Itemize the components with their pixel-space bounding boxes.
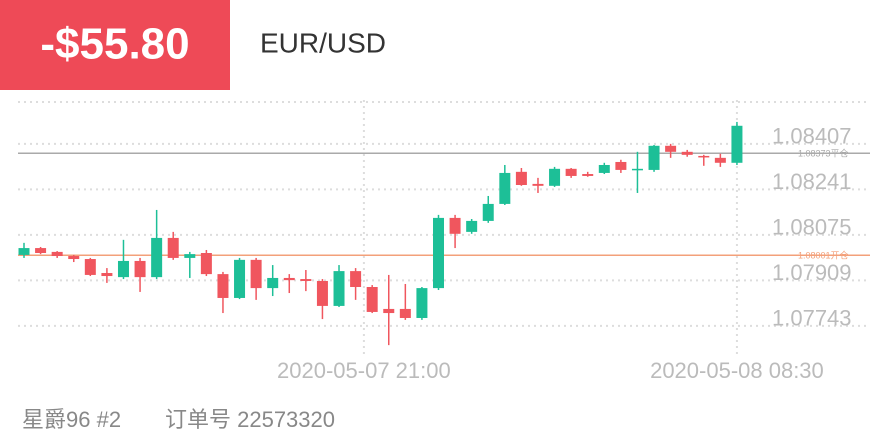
candle-body [383,308,395,314]
candle-body [333,271,345,306]
y-tick-label: 1.08241 [772,169,852,194]
candle-body [416,288,428,318]
candle-body [316,280,328,306]
candle-body [84,259,96,275]
candle-body [582,174,594,176]
candle-body [366,287,378,312]
candle-body [698,155,710,158]
candle-body [731,125,743,163]
candle-body [598,164,610,173]
y-tick-label: 1.07909 [772,260,852,285]
candle-body [35,248,47,253]
candle-body [267,277,279,289]
candle-body [234,259,246,298]
reference-label: 1.08373平仓 [798,148,849,159]
order-number: 订单号 22573320 [165,407,335,432]
candle-body [68,256,80,260]
candle-body [134,260,146,278]
x-tick-label: 2020-05-07 21:00 [277,358,451,383]
candle-body [449,217,461,234]
candle-body [532,183,544,186]
candle-body [117,260,129,278]
candle-body [167,237,179,258]
candle-body [300,279,312,281]
candle-body [433,217,444,289]
y-tick-label: 1.08075 [772,215,852,240]
candle-body [283,277,295,281]
y-tick-label: 1.08407 [772,124,852,149]
candle-body [466,220,478,232]
candle-body [151,237,163,278]
candle-body [549,168,561,186]
candle-body [515,171,527,185]
candle-body [714,157,726,163]
symbol: EUR/USD [260,27,386,58]
candle-body [18,248,30,255]
candle-body [631,168,643,171]
candle-body [217,274,229,298]
candle-body [51,251,63,257]
reference-label: 1.08001开仓 [798,250,849,261]
y-tick-label: 1.07743 [772,306,852,331]
candle-body [565,168,577,176]
candle-body [200,253,212,275]
candle-body [399,308,411,318]
candle-body [499,172,511,204]
candle-body [615,161,627,170]
account: 星爵96 #2 [22,407,121,432]
candle-body [350,271,362,287]
candle-body [648,145,660,170]
candle-body [101,273,113,277]
pnl-badge [0,0,230,90]
candle-body [482,203,494,221]
x-tick-label: 2020-05-08 08:30 [650,358,824,383]
candle-body [184,254,196,258]
candle-body [665,145,677,152]
candle-body [681,151,693,155]
pnl: -$55.80 [40,20,189,69]
candle-body [250,259,262,289]
